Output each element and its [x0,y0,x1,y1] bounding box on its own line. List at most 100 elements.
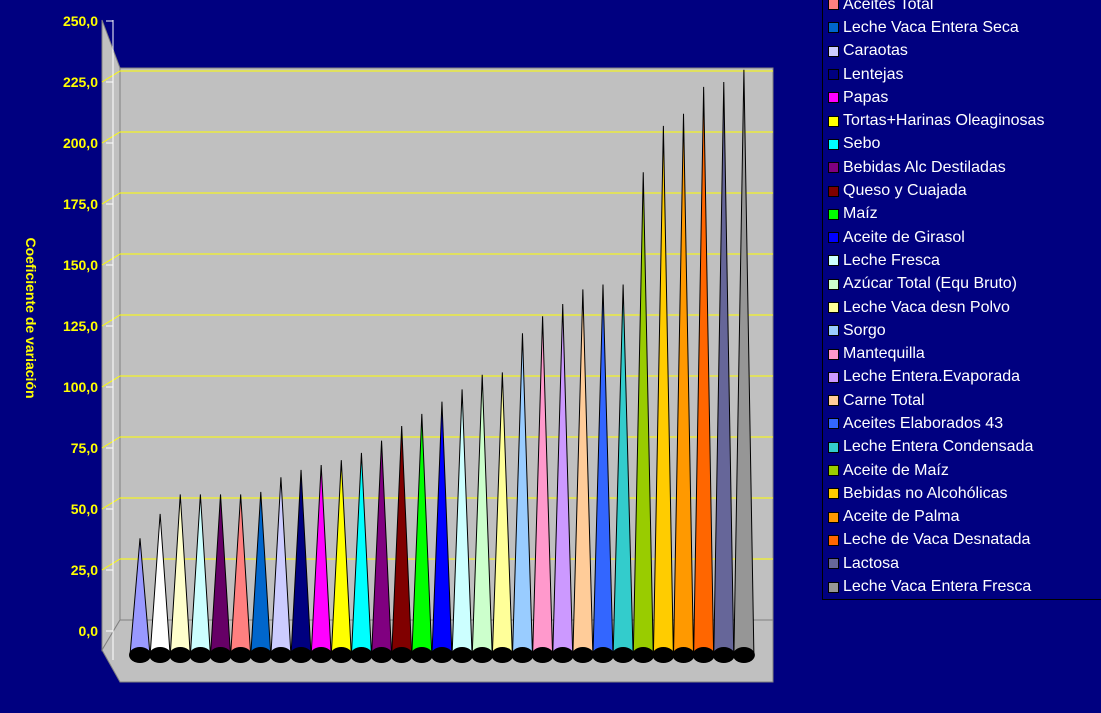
legend-item: Sebo [823,133,1101,156]
legend-item: Leche Fresca [823,249,1101,272]
legend-swatch [828,45,839,57]
cone-base [491,647,514,663]
legend-swatch [828,302,839,313]
cone-bar [310,465,333,663]
cone-base [209,647,232,663]
legend-label: Tortas+Harinas Oleaginosas [843,112,1045,130]
legend-swatch [828,511,839,523]
cone-bar [591,284,614,663]
y-tick-label: 50,0 [71,501,98,517]
gridline-side [101,314,121,327]
legend-label: Papas [843,88,889,106]
cone-bar [491,372,514,663]
legend-swatch [828,185,839,197]
legend-swatch [828,232,839,244]
legend-item: Leche Entera.Evaporada [823,366,1101,389]
legend-label: Aceite de Girasol [843,228,965,246]
cone-bar [370,440,393,663]
cone-base [430,647,453,663]
cone-base [612,647,635,663]
cone-bar [189,494,212,663]
legend-swatch [828,488,839,500]
legend-label: Aceite de Maíz [843,461,949,479]
legend-item: Leche Entera Condensada [823,436,1101,459]
cone-base [551,647,574,663]
cone-bar [712,81,735,663]
legend-item: Aceite de Palma [823,506,1101,529]
legend-label: Leche Vaca desn Polvo [843,298,1010,316]
cone-base [169,647,192,663]
cone-base [269,647,292,663]
legend-swatch [828,441,839,453]
legend-item: Azúcar Total (Equ Bruto) [823,273,1101,296]
gridline-side [101,253,121,266]
cone-bar [430,401,453,663]
gridline-side [101,192,121,205]
cone-base [591,647,614,663]
legend-label: Lentejas [843,65,904,83]
legend-label: Lactosa [843,554,900,572]
cone-bar [249,491,272,663]
gridline-side [101,558,121,571]
legend-swatch [828,558,839,570]
cone-bar [531,316,554,663]
legend-label: Maíz [843,205,878,223]
cone-bar [632,172,655,663]
legend-item: Sorgo [823,319,1101,342]
legend-label: Leche Vaca Entera Seca [843,18,1019,36]
legend-swatch [828,138,839,150]
legend-label: Caraotas [843,42,908,60]
legend-label: Leche Fresca [843,251,940,269]
legend-label: Queso y Cuajada [843,182,967,200]
gridline-side [101,436,121,449]
legend-swatch [828,255,839,267]
chart: 0,0 25,0 50,0 75,0 100,0 125,0 150,0 175,0 200,0… [23,13,774,683]
legend-label: Aceites Elaborados 43 [843,414,1004,432]
legend-swatch [828,92,839,104]
cone-base [531,647,554,663]
gridline-side [101,375,121,388]
legend-item: Caraotas [823,40,1101,63]
legend-item: Leche Vaca desn Polvo [823,296,1101,319]
legend-item: Aceites Elaborados 43 [823,412,1101,435]
legend-label: Mantequilla [843,345,925,363]
legend-item: Queso y Cuajada [823,179,1101,202]
legend-item: Aceite de Girasol [823,226,1101,249]
y-tick-label: 200,0 [63,135,98,151]
legend-swatch [828,69,839,81]
cone-bar [511,333,534,663]
y-axis-ticks: 0,0 25,0 50,0 75,0 100,0 125,0 150,0 175,0 200,0… [63,13,113,639]
cone-base [330,647,353,663]
cone-base [189,647,212,663]
cone-base [370,647,393,663]
legend-swatch [828,534,839,546]
legend-swatch [828,371,839,383]
cone-base [229,647,252,663]
legend-label: Bebidas no Alcohólicas [843,484,1008,502]
cone-bar [149,513,172,663]
cone-bar [672,113,695,663]
y-tick-label: 125,0 [63,318,98,334]
cone-base [632,647,655,663]
cone-base [290,647,313,663]
cone-bar [410,413,433,663]
cone-bar [229,494,252,663]
legend-label: Leche Entera.Evaporada [843,368,1021,386]
cone-series [129,69,755,663]
legend-swatch [828,581,839,593]
y-tick-label: 250,0 [63,13,98,29]
y-tick-label: 150,0 [63,257,98,273]
legend-swatch [828,278,839,290]
cone-bar [732,69,755,663]
cone-base [652,647,675,663]
legend-item: Carne Total [823,389,1101,412]
legend-label: Leche Vaca Entera Fresca [843,578,1032,596]
cone-base [511,647,534,663]
cone-bar [350,452,373,663]
cone-base [672,647,695,663]
legend-label: Leche Entera Condensada [843,438,1034,456]
cone-bar [209,494,232,663]
legend-swatch [828,162,839,174]
legend-swatch [828,0,839,11]
cone-base [712,647,735,663]
